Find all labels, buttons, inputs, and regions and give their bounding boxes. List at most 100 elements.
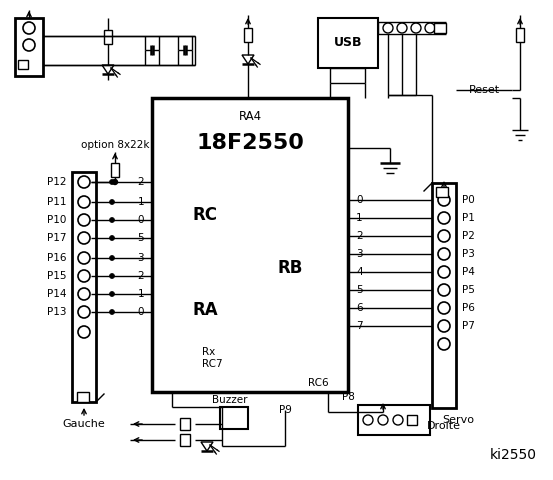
Text: 0: 0 <box>138 215 144 225</box>
Text: 2: 2 <box>137 177 144 187</box>
Text: RB: RB <box>278 259 303 277</box>
Text: P5: P5 <box>462 285 475 295</box>
Text: 6: 6 <box>356 303 363 313</box>
Text: P3: P3 <box>462 249 475 259</box>
Text: P8: P8 <box>342 392 354 402</box>
Text: 4: 4 <box>356 267 363 277</box>
Text: P11: P11 <box>46 197 66 207</box>
Bar <box>318 18 378 68</box>
Text: 1: 1 <box>137 197 144 207</box>
Text: 18F2550: 18F2550 <box>196 133 304 153</box>
Circle shape <box>109 255 114 261</box>
Text: P10: P10 <box>46 215 66 225</box>
Text: P9: P9 <box>279 405 291 415</box>
Bar <box>104 30 112 44</box>
Bar <box>152 98 348 392</box>
Text: 1: 1 <box>137 289 144 299</box>
Text: ki2550: ki2550 <box>490 448 537 462</box>
Bar <box>72 172 96 402</box>
Text: Servo: Servo <box>442 415 474 425</box>
Text: 2: 2 <box>356 231 363 241</box>
Circle shape <box>438 194 450 206</box>
Bar <box>220 407 248 429</box>
Text: 3: 3 <box>137 253 144 263</box>
Bar <box>180 434 190 446</box>
Text: P1: P1 <box>462 213 475 223</box>
Text: Droite: Droite <box>427 421 461 431</box>
Text: 5: 5 <box>356 285 363 295</box>
Circle shape <box>438 338 450 350</box>
Text: 7: 7 <box>356 321 363 331</box>
Circle shape <box>109 274 114 278</box>
Circle shape <box>383 23 393 33</box>
Text: Buzzer: Buzzer <box>212 395 248 405</box>
Text: RA4: RA4 <box>238 109 262 122</box>
Circle shape <box>397 23 407 33</box>
Text: RC: RC <box>192 206 217 224</box>
Circle shape <box>438 248 450 260</box>
Bar <box>436 187 448 197</box>
Text: Gauche: Gauche <box>62 419 106 429</box>
Text: P7: P7 <box>462 321 475 331</box>
Circle shape <box>112 180 117 184</box>
Circle shape <box>78 270 90 282</box>
Text: 5: 5 <box>137 233 144 243</box>
Text: P15: P15 <box>46 271 66 281</box>
Text: USB: USB <box>334 36 362 49</box>
Circle shape <box>363 415 373 425</box>
Circle shape <box>78 288 90 300</box>
Circle shape <box>438 284 450 296</box>
Polygon shape <box>242 55 254 64</box>
Polygon shape <box>201 442 213 451</box>
Circle shape <box>78 214 90 226</box>
Bar <box>77 392 89 402</box>
Text: P13: P13 <box>46 307 66 317</box>
Text: Reset: Reset <box>469 85 500 95</box>
Circle shape <box>438 230 450 242</box>
Circle shape <box>109 291 114 297</box>
Bar <box>434 23 446 33</box>
Circle shape <box>109 236 114 240</box>
Circle shape <box>109 217 114 223</box>
Circle shape <box>78 196 90 208</box>
Text: RA: RA <box>192 301 218 319</box>
Text: 3: 3 <box>356 249 363 259</box>
Circle shape <box>23 22 35 34</box>
Text: 0: 0 <box>356 195 363 205</box>
Bar <box>407 415 417 425</box>
Circle shape <box>438 320 450 332</box>
Bar <box>18 60 28 69</box>
Text: P17: P17 <box>46 233 66 243</box>
Circle shape <box>438 266 450 278</box>
Text: Rx
RC7: Rx RC7 <box>202 347 223 369</box>
Circle shape <box>78 232 90 244</box>
Circle shape <box>438 302 450 314</box>
Circle shape <box>109 180 114 184</box>
Text: P4: P4 <box>462 267 475 277</box>
Circle shape <box>109 200 114 204</box>
Text: 1: 1 <box>356 213 363 223</box>
Circle shape <box>393 415 403 425</box>
Text: option 8x22k: option 8x22k <box>81 140 149 150</box>
Text: 2: 2 <box>137 271 144 281</box>
Text: RC6: RC6 <box>307 378 328 388</box>
Bar <box>358 405 430 435</box>
Circle shape <box>78 252 90 264</box>
Circle shape <box>78 326 90 338</box>
Text: 0: 0 <box>138 307 144 317</box>
Text: P0: P0 <box>462 195 474 205</box>
Circle shape <box>109 310 114 314</box>
Circle shape <box>378 415 388 425</box>
Bar <box>111 163 119 177</box>
Circle shape <box>438 212 450 224</box>
Text: P2: P2 <box>462 231 475 241</box>
Bar <box>15 18 43 76</box>
Text: P14: P14 <box>46 289 66 299</box>
Text: P16: P16 <box>46 253 66 263</box>
Bar <box>516 28 524 42</box>
Circle shape <box>23 39 35 51</box>
Bar <box>432 183 456 408</box>
Polygon shape <box>102 65 114 74</box>
Text: P12: P12 <box>46 177 66 187</box>
Text: P6: P6 <box>462 303 475 313</box>
